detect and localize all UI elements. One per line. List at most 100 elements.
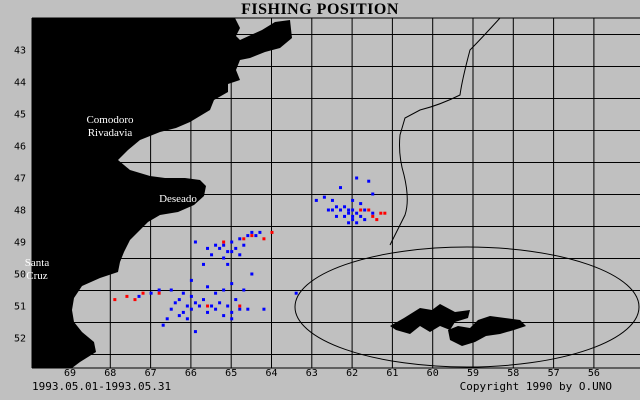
fishing-point-red xyxy=(157,291,161,295)
fishing-point-blue xyxy=(230,282,234,286)
fishing-point-blue xyxy=(347,208,351,212)
lon-tick-label: 68 xyxy=(104,368,116,379)
fishing-point-blue xyxy=(339,208,343,212)
fishing-point-blue xyxy=(258,230,262,234)
fishing-point-blue xyxy=(222,288,226,292)
fishing-point-blue xyxy=(367,179,371,183)
fishing-point-blue xyxy=(206,246,210,250)
date-range-label: 1993.05.01-1993.05.31 xyxy=(32,380,172,393)
fishing-point-blue xyxy=(218,246,222,250)
fishing-point-red xyxy=(383,211,387,215)
fishing-point-red xyxy=(375,218,379,222)
fishing-point-blue xyxy=(330,208,334,212)
fishing-point-blue xyxy=(226,250,230,254)
fishing-point-blue xyxy=(371,211,375,215)
fishing-point-red xyxy=(367,208,371,212)
fishing-point-blue xyxy=(169,288,173,292)
place-label-comodoro-rivadavia: Comodoro xyxy=(86,114,134,126)
fishing-point-blue xyxy=(185,317,189,321)
fishing-point-blue xyxy=(177,298,181,302)
fishing-point-blue xyxy=(193,330,197,334)
fishing-point-blue xyxy=(250,272,254,276)
fishing-point-blue xyxy=(326,208,330,212)
falklands-zone-ellipse xyxy=(294,246,640,368)
fishing-point-blue xyxy=(197,304,201,308)
fishing-point-blue xyxy=(250,230,254,234)
fishing-point-blue xyxy=(242,243,246,247)
lon-tick-label: 66 xyxy=(185,368,197,379)
lon-tick-label: 61 xyxy=(386,368,398,379)
fishing-point-blue xyxy=(294,291,298,295)
fishing-point-blue xyxy=(347,211,351,215)
fishing-point-blue xyxy=(322,195,326,199)
lon-tick-label: 59 xyxy=(467,368,479,379)
fishing-point-blue xyxy=(254,234,258,238)
argentina-landmass xyxy=(32,18,292,368)
fishing-point-blue xyxy=(137,294,141,298)
fishing-point-blue xyxy=(157,288,161,292)
fishing-point-blue xyxy=(210,253,214,257)
place-label-puerto-madryn: Puerto xyxy=(208,27,237,39)
fishing-point-blue xyxy=(181,310,185,314)
fishing-point-red xyxy=(270,230,274,234)
fishing-point-red xyxy=(250,234,254,238)
lon-tick-label: 69 xyxy=(64,368,76,379)
fishing-point-blue xyxy=(359,202,363,206)
fishing-point-blue xyxy=(149,291,153,295)
fishing-point-blue xyxy=(189,278,193,282)
fishing-point-blue xyxy=(347,221,351,225)
fishing-point-red xyxy=(262,237,266,241)
fishing-point-red xyxy=(125,294,129,298)
fishing-point-blue xyxy=(242,288,246,292)
fishing-point-blue xyxy=(246,307,250,311)
lat-tick-label: 49 xyxy=(14,238,26,249)
fishing-point-red xyxy=(379,211,383,215)
fishing-point-blue xyxy=(222,256,226,260)
fishing-point-blue xyxy=(334,214,338,218)
fishing-point-blue xyxy=(177,314,181,318)
fishing-point-red xyxy=(206,304,210,308)
fishing-point-blue xyxy=(314,198,318,202)
fishing-points xyxy=(113,176,387,334)
copyright-label: Copyright 1990 by O.UNO xyxy=(459,380,612,393)
fishing-point-blue xyxy=(201,298,205,302)
fishing-point-blue xyxy=(234,298,238,302)
fishing-point-blue xyxy=(262,307,266,311)
fishing-point-red xyxy=(133,298,137,302)
place-label-santa-cruz: Cruz xyxy=(26,270,48,282)
fishing-point-blue xyxy=(234,246,238,250)
lon-tick-label: 60 xyxy=(427,368,439,379)
lat-tick-label: 46 xyxy=(14,142,26,153)
fishing-point-blue xyxy=(343,214,347,218)
fishing-point-blue xyxy=(355,211,359,215)
fishing-point-blue xyxy=(226,262,230,266)
fishing-point-blue xyxy=(351,208,355,212)
fishing-point-red xyxy=(113,298,117,302)
lat-tick-label: 48 xyxy=(14,206,26,217)
fishing-point-blue xyxy=(230,317,234,321)
fishing-point-blue xyxy=(238,253,242,257)
axis-labels: 69 68 67 66 65 64 63 62 61 60 59 58 57 56 43 44 45 46 47 48… xyxy=(14,46,600,380)
fishing-point-blue xyxy=(185,304,189,308)
lat-tick-label: 52 xyxy=(14,334,26,345)
fishing-point-blue xyxy=(222,314,226,318)
fishing-point-blue xyxy=(181,291,185,295)
falkland-islands xyxy=(390,304,526,346)
fishing-point-blue xyxy=(222,243,226,247)
fishing-point-blue xyxy=(351,214,355,218)
fishing-point-blue xyxy=(230,240,234,244)
fishing-point-red xyxy=(222,240,226,244)
fishing-point-blue xyxy=(206,310,210,314)
fishing-point-blue xyxy=(351,198,355,202)
fishing-point-blue xyxy=(238,307,242,311)
fishing-point-blue xyxy=(246,234,250,238)
fishing-point-blue xyxy=(355,176,359,180)
place-label-santa-cruz: Santa xyxy=(25,257,50,269)
lon-tick-label: 67 xyxy=(145,368,157,379)
fishing-point-red xyxy=(371,214,375,218)
fishing-point-blue xyxy=(226,304,230,308)
fishing-point-blue xyxy=(230,250,234,254)
fishing-point-blue xyxy=(173,301,177,305)
